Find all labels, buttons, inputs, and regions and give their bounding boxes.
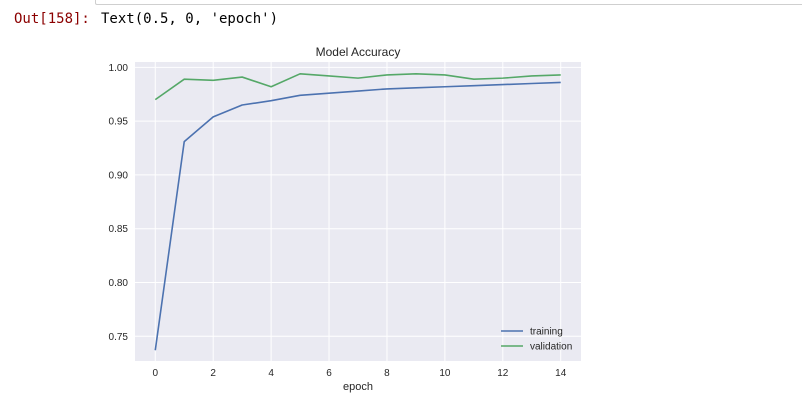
- x-tick-label: 0: [152, 368, 158, 379]
- y-tick-label: 0.75: [109, 332, 129, 343]
- y-tick-label: 0.90: [109, 170, 129, 181]
- y-tick-label: 0.95: [109, 117, 129, 128]
- x-tick-label: 12: [497, 368, 509, 379]
- legend-label-validation: validation: [530, 342, 572, 353]
- output-text: Text(0.5, 0, 'epoch'): [101, 11, 279, 27]
- x-tick-label: 4: [268, 368, 274, 379]
- y-tick-label: 0.85: [109, 224, 129, 235]
- x-axis: 0 2 4 6 8 10 12 14: [152, 368, 566, 379]
- series-line-validation: [154, 73, 561, 101]
- x-tick-label: 10: [439, 368, 451, 379]
- grid: [135, 62, 581, 361]
- legend: training validation: [501, 327, 572, 353]
- y-tick-label: 0.80: [109, 278, 129, 289]
- x-axis-label: epoch: [343, 381, 373, 393]
- y-axis: 0.75 0.80 0.85 0.90 0.95 1.00: [109, 63, 129, 343]
- output-prompt: Out[158]:: [14, 11, 90, 27]
- x-tick-label: 6: [326, 368, 332, 379]
- legend-label-training: training: [530, 327, 563, 338]
- cell-border: [95, 0, 802, 5]
- chart-title: Model Accuracy: [316, 45, 401, 59]
- x-tick-label: 14: [555, 368, 567, 379]
- plot-background: [135, 62, 581, 361]
- series-line-training: [154, 81, 561, 351]
- series-lines: [154, 73, 561, 351]
- x-tick-label: 8: [384, 368, 390, 379]
- y-tick-label: 1.00: [109, 63, 129, 74]
- x-tick-label: 2: [210, 368, 216, 379]
